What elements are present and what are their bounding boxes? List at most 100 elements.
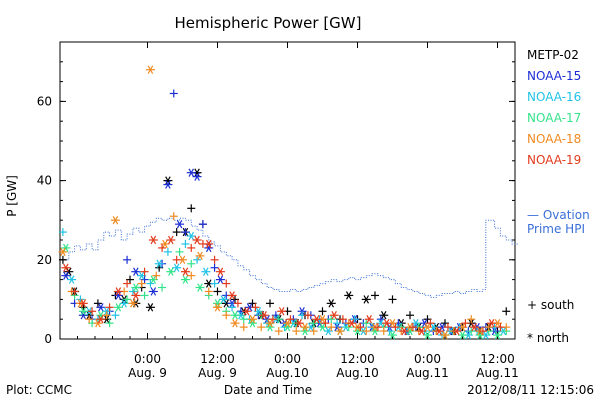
north-marker-stroke	[345, 291, 352, 300]
south-point	[111, 311, 120, 320]
south-point	[158, 283, 167, 292]
x-tick-label-date: Aug. 9	[198, 366, 237, 380]
north-marker-stroke	[319, 322, 326, 332]
north-marker-stroke	[165, 180, 171, 189]
north-marker-stroke	[424, 330, 431, 340]
north-point	[458, 330, 467, 340]
north-point	[131, 283, 141, 292]
north-point	[172, 263, 182, 272]
north-marker-stroke	[168, 267, 174, 276]
ovation-hpi-line	[60, 217, 518, 298]
north-marker-stroke	[232, 311, 238, 320]
north-point	[163, 180, 173, 189]
north-marker-stroke	[197, 283, 203, 292]
south-point	[309, 327, 318, 336]
north-marker-stroke	[150, 287, 157, 296]
series-noaa-16	[58, 228, 508, 340]
north-marker-stroke	[194, 235, 200, 245]
x-tick-label-time: 0:00	[134, 352, 161, 366]
south-point	[484, 323, 493, 332]
series-metp-02	[58, 168, 511, 336]
north-point	[364, 315, 374, 324]
north-point	[361, 295, 371, 304]
north-marker-stroke	[194, 168, 200, 177]
north-point	[417, 326, 427, 336]
legend-ovation-line2: Prime HPI	[527, 222, 585, 236]
north-marker-stroke	[98, 315, 104, 324]
south-point	[181, 228, 190, 237]
x-tick-label-date: Aug.11	[476, 366, 519, 380]
south-point	[213, 287, 222, 296]
north-point	[67, 275, 77, 284]
north-point	[300, 326, 310, 336]
south-point	[303, 311, 312, 320]
north-marker-stroke	[302, 326, 308, 336]
north-marker-stroke	[162, 239, 168, 249]
north-point	[230, 318, 240, 328]
south-point	[105, 303, 114, 312]
north-marker-stroke	[63, 263, 69, 272]
north-marker-stroke	[436, 326, 442, 336]
north-point	[113, 291, 123, 300]
south-point	[128, 287, 137, 296]
north-marker-stroke	[173, 263, 180, 272]
north-marker-stroke	[121, 299, 127, 308]
south-point	[175, 247, 184, 256]
north-point	[61, 263, 71, 272]
y-tick-label: 0	[44, 332, 52, 346]
south-point	[502, 307, 511, 316]
south-point	[70, 287, 79, 296]
north-marker-stroke	[442, 330, 448, 340]
north-marker-stroke	[389, 318, 396, 328]
north-marker-stroke	[217, 267, 224, 276]
x-tick-label-time: 12:00	[480, 352, 515, 366]
north-marker-stroke	[156, 259, 162, 268]
north-marker-stroke	[176, 219, 183, 229]
south-point	[181, 239, 190, 248]
north-marker-stroke	[389, 330, 396, 340]
x-axis-label: Date and Time	[224, 383, 312, 397]
north-point	[277, 307, 287, 316]
north-point	[215, 275, 225, 284]
south-point	[222, 311, 231, 320]
north-marker-stroke	[98, 311, 104, 320]
north-marker-stroke	[179, 255, 186, 264]
y-axis-label: P [GW]	[5, 175, 19, 217]
north-marker-stroke	[229, 291, 235, 300]
north-marker-stroke	[68, 275, 75, 284]
north-marker-stroke	[261, 311, 267, 320]
x-tick-label-date: Aug.11	[406, 366, 449, 380]
north-marker-stroke	[267, 318, 273, 328]
north-point	[204, 243, 214, 253]
north-marker-stroke	[168, 235, 174, 245]
plot-frame	[59, 41, 516, 340]
north-point	[96, 315, 106, 324]
north-point	[259, 311, 269, 320]
north-point	[440, 330, 450, 340]
chart-title: Hemispheric Power [GW]	[175, 14, 362, 32]
south-point	[327, 315, 336, 324]
north-marker-stroke	[138, 271, 145, 280]
south-point	[391, 323, 400, 332]
north-marker-stroke	[115, 291, 122, 300]
legend-entry-noaa-17: NOAA-17	[527, 111, 581, 125]
x-tick-label-time: 12:00	[340, 352, 375, 366]
north-marker-stroke	[147, 65, 154, 74]
north-marker-stroke	[430, 322, 437, 332]
south-point	[172, 228, 181, 237]
north-marker-stroke	[249, 315, 256, 324]
legend-ovation-line1: — Ovation	[527, 208, 590, 222]
south-point	[239, 315, 248, 324]
north-point	[388, 330, 397, 340]
north-point	[145, 303, 155, 312]
north-marker-stroke	[217, 275, 224, 284]
north-point	[227, 291, 237, 300]
x-tick-label-time: 12:00	[200, 352, 235, 366]
north-marker-stroke	[220, 295, 227, 304]
north-point	[186, 231, 196, 241]
south-point	[204, 287, 213, 296]
legend-entry-noaa-19: NOAA-19	[527, 153, 581, 167]
plot-timestamp: 2012/08/11 12:15:06	[467, 383, 594, 397]
south-point	[461, 319, 470, 328]
north-marker-stroke	[165, 176, 171, 185]
